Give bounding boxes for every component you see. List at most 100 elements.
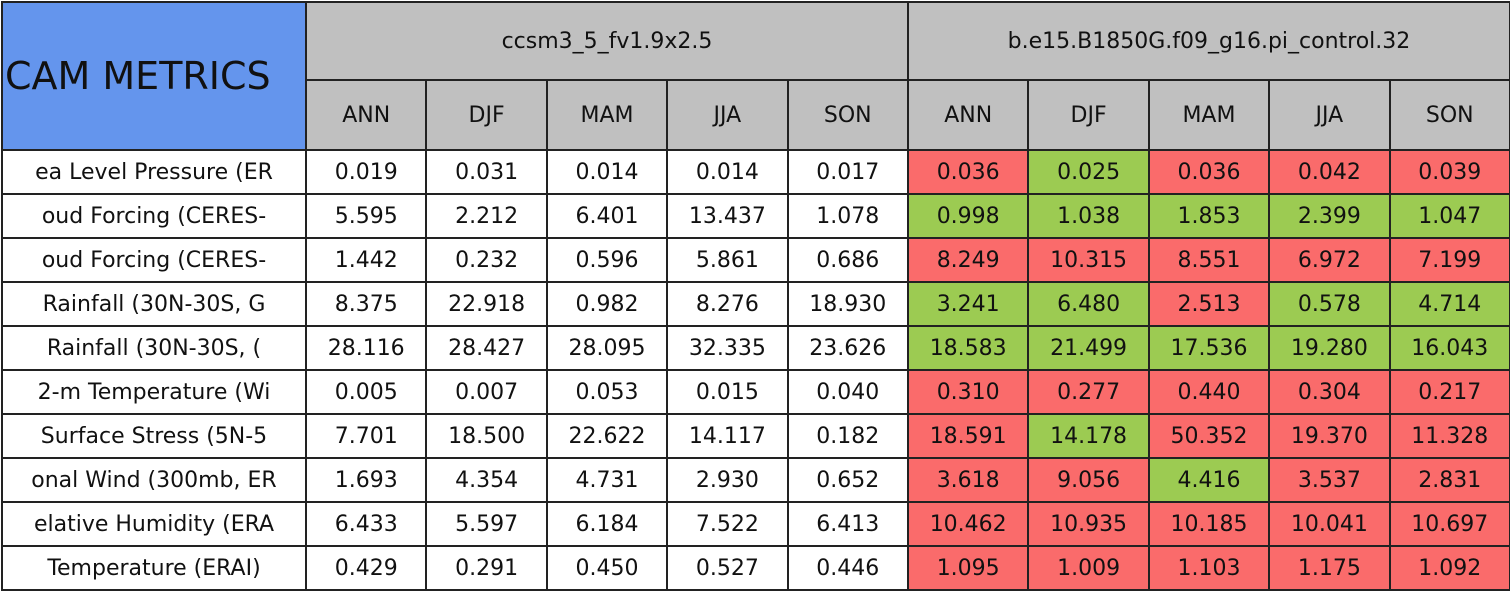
season-header: JJA <box>1268 79 1391 151</box>
metric-value: 22.918 <box>425 281 548 327</box>
metric-value: 0.291 <box>425 545 548 591</box>
table-title: CAM METRICS <box>1 1 307 151</box>
metric-value: 1.095 <box>906 545 1030 591</box>
metric-value: 8.551 <box>1147 237 1271 283</box>
season-header: ANN <box>304 79 428 151</box>
metric-label: onal Wind (300mb, ER <box>1 457 307 503</box>
metric-value: 6.433 <box>304 501 428 547</box>
metric-value: 0.440 <box>1147 369 1271 415</box>
metric-value: 1.038 <box>1027 193 1150 239</box>
metric-value: 1.009 <box>1027 545 1150 591</box>
metric-row: Temperature (ERAI) 0.429 0.291 0.450 0.527 0.… <box>1 545 1510 591</box>
metric-value: 0.014 <box>545 149 669 195</box>
metric-value: 1.175 <box>1268 545 1391 591</box>
metrics-table: CAM METRICS ccsm3_5_fv1.9x2.5 b.e15.B1850… <box>1 1 1510 591</box>
metric-value: 8.276 <box>666 281 789 327</box>
metric-label: ea Level Pressure (ER <box>1 149 307 195</box>
metric-value: 10.185 <box>1147 501 1271 547</box>
metric-value: 11.328 <box>1388 413 1510 459</box>
season-header: SON <box>786 79 909 151</box>
metric-value: 3.241 <box>906 281 1030 327</box>
season-header: MAM <box>545 79 669 151</box>
metric-value: 4.354 <box>425 457 548 503</box>
metric-row: oud Forcing (CERES- 1.442 0.232 0.596 5.861 0… <box>1 237 1510 283</box>
metric-value: 19.280 <box>1268 325 1391 371</box>
metric-value: 6.480 <box>1027 281 1150 327</box>
metric-value: 22.622 <box>545 413 669 459</box>
header-row: CAM METRICS ccsm3_5_fv1.9x2.5 b.e15.B1850… <box>1 1 1510 151</box>
metric-value: 0.982 <box>545 281 669 327</box>
metric-value: 0.036 <box>1147 149 1271 195</box>
metric-value: 10.041 <box>1268 501 1391 547</box>
metric-value: 2.831 <box>1388 457 1510 503</box>
metric-value: 18.930 <box>786 281 909 327</box>
metric-value: 28.427 <box>425 325 548 371</box>
season-header: JJA <box>666 79 789 151</box>
metric-value: 0.446 <box>786 545 909 591</box>
metric-row: Rainfall (30N-30S, (28.116 28.427 28.095 32… <box>1 325 1510 371</box>
metric-value: 5.595 <box>304 193 428 239</box>
metric-row: onal Wind (300mb, ER 1.693 4.354 4.731 2.930… <box>1 457 1510 503</box>
metric-value: 10.935 <box>1027 501 1150 547</box>
metric-value: 32.335 <box>666 325 789 371</box>
metric-value: 50.352 <box>1147 413 1271 459</box>
metric-value: 6.184 <box>545 501 669 547</box>
metric-value: 19.370 <box>1268 413 1391 459</box>
metric-value: 0.182 <box>786 413 909 459</box>
metric-value: 28.095 <box>545 325 669 371</box>
metric-label: Rainfall (30N-30S, ( <box>1 325 307 371</box>
metric-value: 13.437 <box>666 193 789 239</box>
metric-value: 18.583 <box>906 325 1030 371</box>
metric-value: 1.103 <box>1147 545 1271 591</box>
metric-value: 2.399 <box>1268 193 1391 239</box>
metric-value: 4.731 <box>545 457 669 503</box>
metric-value: 23.626 <box>786 325 909 371</box>
metric-value: 7.522 <box>666 501 789 547</box>
metric-value: 6.413 <box>786 501 909 547</box>
metric-value: 0.017 <box>786 149 909 195</box>
model-header: ccsm3_5_fv1.9x2.5 <box>305 1 909 81</box>
metric-value: 3.618 <box>906 457 1030 503</box>
metric-row: Surface Stress (5N-5 7.701 18.500 22.622 14.… <box>1 413 1510 459</box>
metric-value: 28.116 <box>304 325 428 371</box>
metric-value: 5.597 <box>425 501 548 547</box>
metric-value: 0.277 <box>1027 369 1150 415</box>
metric-value: 0.025 <box>1027 149 1150 195</box>
metric-value: 0.031 <box>425 149 548 195</box>
metric-value: 1.047 <box>1388 193 1510 239</box>
metric-value: 1.092 <box>1388 545 1510 591</box>
metric-row: ea Level Pressure (ER 0.019 0.031 0.014 0.01… <box>1 149 1510 195</box>
model-header: b.e15.B1850G.f09_g16.pi_control.32 <box>906 1 1510 81</box>
season-header: DJF <box>425 79 548 151</box>
season-header: MAM <box>1147 79 1271 151</box>
metric-value: 0.596 <box>545 237 669 283</box>
metric-value: 0.040 <box>786 369 909 415</box>
metric-value: 1.442 <box>304 237 428 283</box>
metric-value: 0.019 <box>304 149 428 195</box>
metric-value: 7.199 <box>1388 237 1510 283</box>
metric-row: elative Humidity (ERA 6.433 5.597 6.184 7.52… <box>1 501 1510 547</box>
metric-value: 1.853 <box>1147 193 1271 239</box>
metric-value: 18.591 <box>906 413 1030 459</box>
metric-value: 7.701 <box>304 413 428 459</box>
metric-value: 0.015 <box>666 369 789 415</box>
season-header: ANN <box>906 79 1030 151</box>
metric-value: 3.537 <box>1268 457 1391 503</box>
metric-value: 1.693 <box>304 457 428 503</box>
metric-row: Rainfall (30N-30S, G 8.375 22.918 0.982 8.27… <box>1 281 1510 327</box>
metric-value: 1.078 <box>786 193 909 239</box>
metric-row: oud Forcing (CERES- 5.595 2.212 6.401 13.437… <box>1 193 1510 239</box>
metric-row: 2-m Temperature (Wi 0.005 0.007 0.053 0.015 0… <box>1 369 1510 415</box>
metric-value: 9.056 <box>1027 457 1150 503</box>
metric-label: Temperature (ERAI) <box>1 545 307 591</box>
metric-value: 8.249 <box>906 237 1030 283</box>
metric-value: 0.527 <box>666 545 789 591</box>
metric-value: 6.972 <box>1268 237 1391 283</box>
metric-value: 21.499 <box>1027 325 1150 371</box>
metric-label: Surface Stress (5N-5 <box>1 413 307 459</box>
metric-value: 5.861 <box>666 237 789 283</box>
metric-value: 0.053 <box>545 369 669 415</box>
metric-value: 2.212 <box>425 193 548 239</box>
metric-value: 0.578 <box>1268 281 1391 327</box>
metric-label: Rainfall (30N-30S, G <box>1 281 307 327</box>
